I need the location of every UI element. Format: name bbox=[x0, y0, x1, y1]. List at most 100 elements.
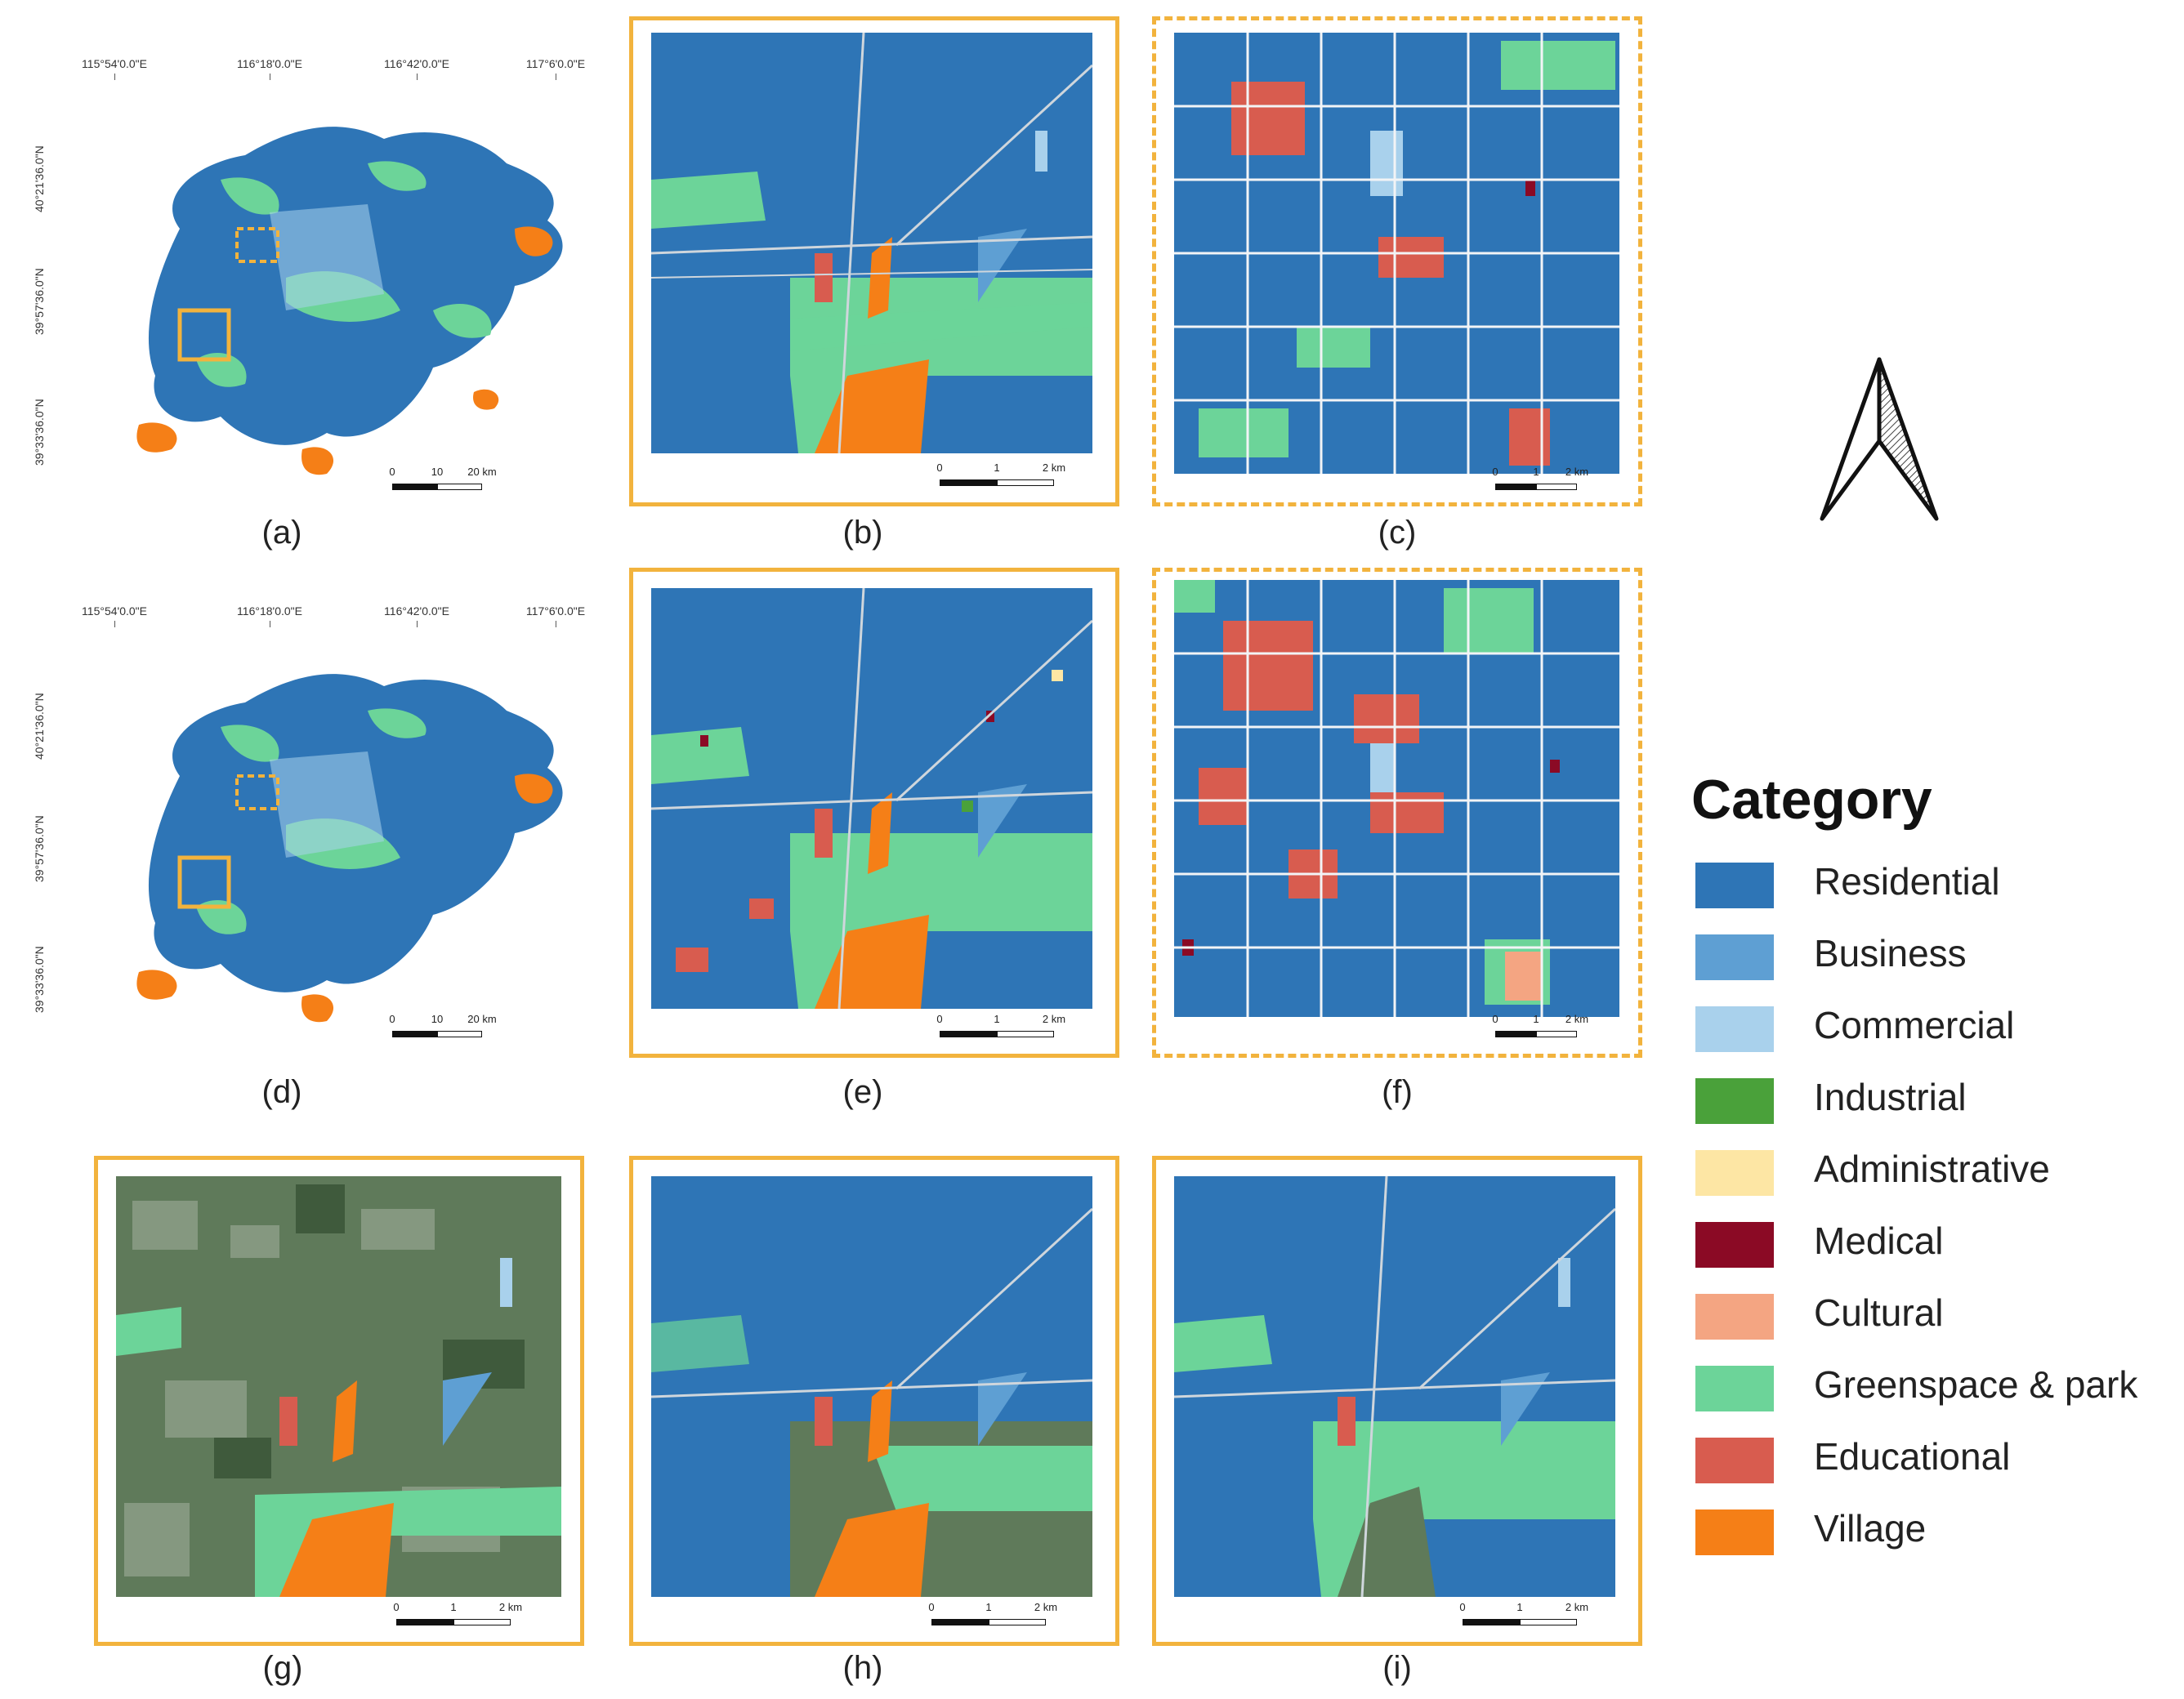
greenspace-block-2 bbox=[1501, 41, 1615, 90]
legend-item: Village bbox=[1691, 1495, 1932, 1567]
educational-block-3 bbox=[1199, 768, 1248, 825]
legend-swatch bbox=[1695, 1222, 1774, 1268]
educational-block bbox=[1338, 1397, 1356, 1446]
overview-map-svg bbox=[136, 674, 563, 1023]
scale-tick-1: 1 bbox=[450, 1601, 457, 1613]
village-mid bbox=[868, 237, 892, 319]
lon-label-2: 116°18'0.0"E bbox=[237, 57, 302, 80]
panel-c: 0 1 2 km bbox=[1152, 16, 1642, 506]
panel-e: 0 1 2 km bbox=[629, 568, 1119, 1058]
road-1 bbox=[1174, 1379, 1615, 1398]
commercial-block bbox=[1558, 1258, 1570, 1307]
scale-tick-1: 10 bbox=[431, 1013, 444, 1025]
city-core bbox=[270, 204, 384, 310]
scale-bar-black bbox=[1495, 1031, 1536, 1037]
lat-label-3: 39°33'36.0"N bbox=[33, 946, 46, 1013]
greenspace-west bbox=[651, 727, 749, 784]
legend-swatch bbox=[1695, 1150, 1774, 1196]
greenspace-block-1 bbox=[1199, 408, 1289, 457]
medical-block-2 bbox=[986, 711, 994, 722]
village-mid bbox=[868, 792, 892, 874]
medical-block bbox=[700, 735, 708, 747]
frame-g bbox=[94, 1156, 584, 1646]
greenspace-block-2 bbox=[1174, 580, 1215, 613]
scalebar-g: 0 1 2 km bbox=[393, 1601, 584, 1650]
administrative-block bbox=[1052, 670, 1063, 681]
detail-map-f bbox=[1174, 580, 1619, 1017]
legend-item: Commercial bbox=[1691, 992, 2014, 1064]
scale-bar-black bbox=[931, 1619, 989, 1625]
scale-tick-0: 0 bbox=[936, 1013, 943, 1025]
scale-tick-0: 0 bbox=[928, 1601, 935, 1613]
legend-label: Business bbox=[1814, 932, 1967, 974]
road-1 bbox=[651, 1379, 1092, 1398]
road-2 bbox=[1360, 1176, 1388, 1597]
legend-swatch bbox=[1695, 934, 1774, 980]
scale-tick-2: 20 km bbox=[467, 466, 497, 478]
legend-swatch bbox=[1695, 1294, 1774, 1340]
village-mid bbox=[333, 1380, 357, 1462]
scalebar-a: 0 10 20 km bbox=[389, 466, 580, 515]
panel-label-g: (g) bbox=[262, 1650, 303, 1686]
detail-map-svg bbox=[1174, 1176, 1615, 1597]
frame-e bbox=[629, 568, 1119, 1058]
frame-b bbox=[629, 16, 1119, 506]
legend-label: Commercial bbox=[1814, 1004, 2015, 1046]
business-triangle bbox=[978, 229, 1027, 302]
village-south bbox=[815, 359, 929, 453]
detail-map-h bbox=[651, 1176, 1092, 1597]
lat-label-1: 40°21'36.0"N bbox=[33, 693, 46, 760]
greenspace-west bbox=[1174, 1315, 1272, 1372]
educational-block-1 bbox=[1231, 82, 1305, 155]
street-grid bbox=[1174, 580, 1619, 1017]
scale-bar-white bbox=[453, 1619, 511, 1625]
scale-bar-white bbox=[997, 1031, 1054, 1037]
legend-label: Greenspace & park bbox=[1814, 1363, 2138, 1406]
scale-bar-white bbox=[1536, 484, 1577, 490]
educational-block-2 bbox=[676, 948, 708, 972]
lon-label-3: 116°42'0.0"E bbox=[384, 604, 449, 627]
legend: Category Residential Business Commercial In… bbox=[1691, 768, 2137, 1567]
legend-swatch bbox=[1695, 1366, 1774, 1411]
detail-map-svg bbox=[1174, 580, 1619, 1017]
scale-bar-black bbox=[392, 1031, 437, 1037]
commercial-block bbox=[1035, 131, 1047, 172]
greenspace-block-3 bbox=[1297, 327, 1370, 368]
legend-item: Cultural bbox=[1691, 1279, 1944, 1351]
scale-tick-2: 2 km bbox=[1565, 1013, 1589, 1025]
panel-label-d: (d) bbox=[261, 1074, 302, 1110]
legend-label: Educational bbox=[1814, 1435, 2011, 1478]
lon-label-1: 115°54'0.0"E bbox=[82, 604, 147, 627]
business-triangle bbox=[1501, 1372, 1550, 1446]
village-south bbox=[815, 1503, 929, 1597]
village-south bbox=[279, 1503, 394, 1597]
scale-tick-0: 0 bbox=[1492, 1013, 1498, 1025]
scalebar-d: 0 10 20 km bbox=[389, 1013, 580, 1062]
panel-h: 0 1 2 km bbox=[629, 1156, 1119, 1646]
educational-block-4 bbox=[1370, 792, 1444, 833]
educational-block-1 bbox=[1223, 621, 1313, 711]
greenspace-west bbox=[116, 1307, 181, 1356]
legend-label: Residential bbox=[1814, 860, 2000, 903]
scale-tick-1: 1 bbox=[1533, 466, 1539, 478]
scalebar-b: 0 1 2 km bbox=[936, 462, 1128, 511]
scalebar-c: 0 1 2 km bbox=[1492, 466, 1683, 515]
scale-bar-black bbox=[392, 484, 437, 490]
lon-label-1: 115°54'0.0"E bbox=[82, 57, 147, 80]
panel-label-i: (i) bbox=[1382, 1650, 1412, 1686]
educational-block-3 bbox=[749, 899, 774, 919]
scale-tick-2: 20 km bbox=[467, 1013, 497, 1025]
road-3 bbox=[1418, 1207, 1615, 1390]
scalebar-h: 0 1 2 km bbox=[928, 1601, 1119, 1650]
legend-swatch bbox=[1695, 863, 1774, 908]
scale-tick-2: 2 km bbox=[1565, 1601, 1589, 1613]
greenspace-south bbox=[872, 1446, 1092, 1511]
scale-tick-0: 0 bbox=[1459, 1601, 1466, 1613]
road-2 bbox=[837, 588, 865, 1009]
scale-tick-2: 2 km bbox=[498, 1601, 523, 1613]
greenspace-block-1 bbox=[1444, 588, 1534, 653]
lon-label-4: 117°6'0.0"E bbox=[525, 57, 586, 80]
legend-label: Cultural bbox=[1814, 1291, 1944, 1334]
educational-block bbox=[815, 1397, 833, 1446]
satellite-map-g bbox=[116, 1176, 561, 1597]
